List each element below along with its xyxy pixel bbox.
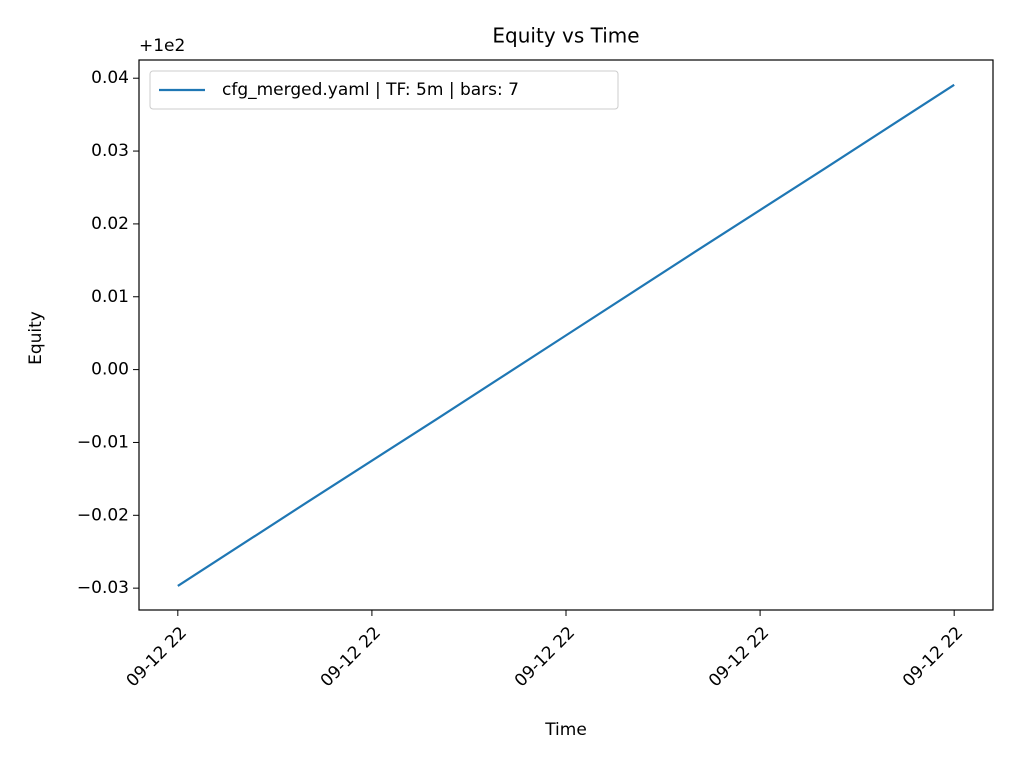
y-tick-label: 0.02: [91, 214, 129, 234]
y-tick-label: −0.01: [77, 432, 129, 452]
y-tick-label: 0.00: [91, 360, 129, 380]
y-tick-label: 0.04: [91, 68, 129, 88]
offset-label: +1e2: [139, 36, 185, 56]
legend-label: cfg_merged.yaml | TF: 5m | bars: 7: [222, 80, 519, 100]
chart-title: Equity vs Time: [492, 24, 639, 48]
y-tick-label: 0.03: [91, 141, 129, 161]
y-tick-label: −0.02: [77, 505, 129, 525]
line-series: [177, 83, 955, 587]
legend-box: [149, 70, 619, 110]
y-axis-label: Equity: [26, 311, 46, 365]
y-tick-label: 0.01: [91, 287, 129, 307]
plot-frame: [138, 59, 994, 611]
y-tick-label: −0.03: [77, 578, 129, 598]
x-axis-label: Time: [544, 720, 587, 740]
